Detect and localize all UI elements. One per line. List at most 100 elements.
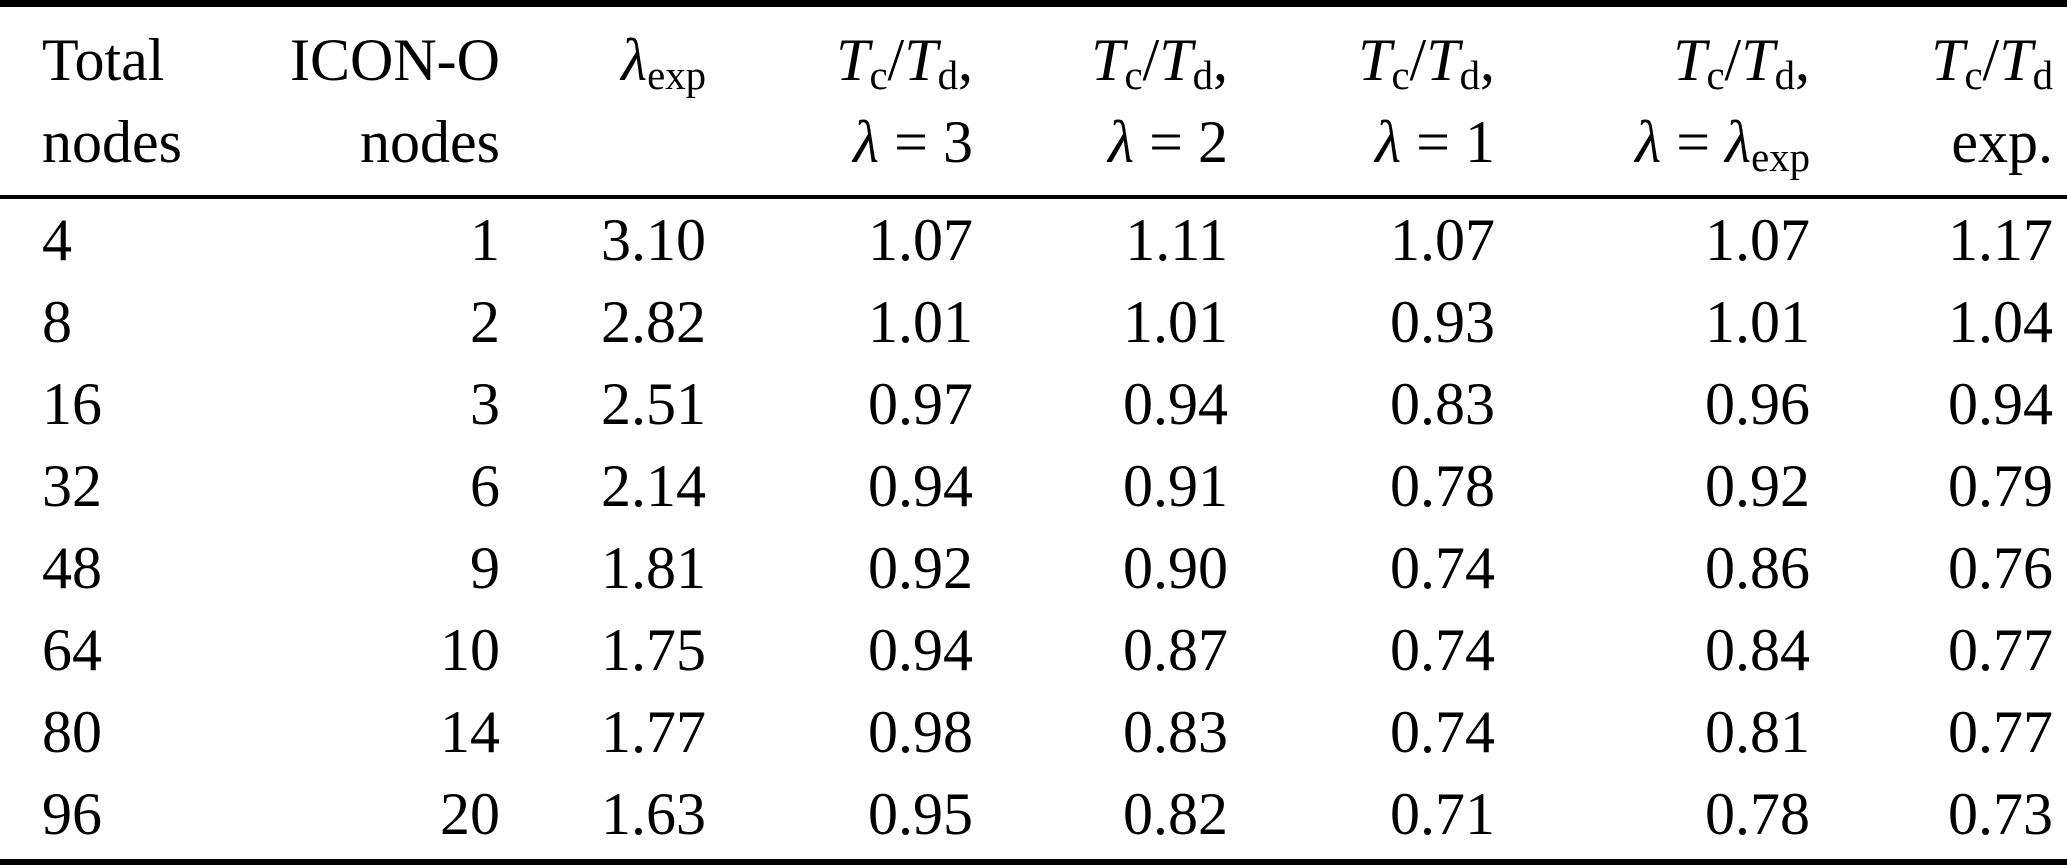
cell-icon-o-nodes: 2 xyxy=(470,288,500,355)
cell-tc-td-lambda-exp: 1.07 xyxy=(1705,206,1810,273)
header-text: λ xyxy=(621,27,648,93)
header-text: , xyxy=(958,27,973,93)
cell-tc-td-lambda-3: 1.07 xyxy=(868,206,973,273)
table-row: 16 3 2.51 0.97 0.94 0.83 0.96 0.94 xyxy=(0,363,2067,445)
header-text: / xyxy=(1724,27,1742,93)
header-subscript: d xyxy=(1192,52,1213,98)
header-line2: exp. xyxy=(1810,101,2053,183)
header-text: λ xyxy=(1375,109,1402,175)
cell-tc-td-experiment: 0.79 xyxy=(1948,452,2053,519)
cell-tc-td-experiment: 0.76 xyxy=(1948,534,2053,601)
header-subscript: d xyxy=(937,52,958,98)
cell-tc-td-lambda-2: 0.87 xyxy=(1123,616,1228,683)
header-subscript: c xyxy=(1706,52,1725,98)
cell-tc-td-experiment: 1.04 xyxy=(1948,288,2053,355)
header-text: T xyxy=(1999,27,2033,93)
cell-tc-td-lambda-1: 0.83 xyxy=(1390,370,1495,437)
header-line2: λ = 2 xyxy=(973,101,1228,183)
header-text: , xyxy=(1480,27,1495,93)
cell-tc-td-lambda-3: 0.98 xyxy=(868,698,973,765)
cell-tc-td-lambda-exp: 0.84 xyxy=(1705,616,1810,683)
header-text: T xyxy=(836,27,870,93)
column-header-total-nodes: Total nodes xyxy=(0,3,240,199)
cell-tc-td-lambda-2: 0.83 xyxy=(1123,698,1228,765)
cell-tc-td-lambda-1: 0.74 xyxy=(1390,616,1495,683)
header-line1: λexp xyxy=(500,19,706,101)
column-header-tc-td-lambda-1: Tc/Td, λ = 1 xyxy=(1228,3,1495,199)
cell-tc-td-experiment: 1.17 xyxy=(1948,206,2053,273)
table-body: 4 1 3.10 1.07 1.11 1.07 1.07 1.17 8 2 2.82 1.01 1.01… xyxy=(0,197,2067,862)
cell-total-nodes: 80 xyxy=(42,698,102,765)
header-text: / xyxy=(1142,27,1160,93)
cell-tc-td-lambda-exp: 0.96 xyxy=(1705,370,1810,437)
cell-tc-td-lambda-exp: 0.81 xyxy=(1705,698,1810,765)
header-subscript: d xyxy=(1459,52,1480,98)
cell-tc-td-experiment: 0.73 xyxy=(1948,780,2053,847)
cell-lambda-exp: 1.77 xyxy=(601,698,706,765)
header-subscript: c xyxy=(1964,52,1983,98)
cell-icon-o-nodes: 20 xyxy=(440,780,500,847)
header-line1: Total xyxy=(42,19,240,101)
cell-total-nodes: 4 xyxy=(42,206,72,273)
cell-tc-td-lambda-3: 0.94 xyxy=(868,616,973,683)
cell-lambda-exp: 3.10 xyxy=(601,206,706,273)
cell-icon-o-nodes: 9 xyxy=(470,534,500,601)
header-subscript: exp xyxy=(1751,134,1810,180)
column-header-tc-td-experiment: Tc/Td exp. xyxy=(1810,3,2067,199)
cell-total-nodes: 96 xyxy=(42,780,102,847)
cell-icon-o-nodes: 1 xyxy=(470,206,500,273)
column-header-tc-td-lambda-exp: Tc/Td, λ = λexp xyxy=(1495,3,1810,199)
header-subscript: d xyxy=(1774,52,1795,98)
cell-tc-td-lambda-1: 0.74 xyxy=(1390,534,1495,601)
header-text: = 1 xyxy=(1401,109,1495,175)
header-subscript: c xyxy=(869,52,888,98)
cell-tc-td-lambda-1: 0.74 xyxy=(1390,698,1495,765)
cell-tc-td-lambda-1: 1.07 xyxy=(1390,206,1495,273)
header-text: λ xyxy=(853,109,880,175)
header-text: Total xyxy=(42,27,165,93)
cell-tc-td-lambda-3: 1.01 xyxy=(868,288,973,355)
cell-icon-o-nodes: 3 xyxy=(470,370,500,437)
cell-tc-td-lambda-2: 0.90 xyxy=(1123,534,1228,601)
table-row: 96 20 1.63 0.95 0.82 0.71 0.78 0.73 xyxy=(0,773,2067,862)
header-text: T xyxy=(1426,27,1460,93)
cell-total-nodes: 32 xyxy=(42,452,102,519)
header-text: nodes xyxy=(360,109,500,175)
table-row: 8 2 2.82 1.01 1.01 0.93 1.01 1.04 xyxy=(0,281,2067,363)
header-text: = xyxy=(1661,109,1726,175)
cell-lambda-exp: 2.51 xyxy=(601,370,706,437)
header-subscript: exp xyxy=(647,52,706,98)
header-text: = 3 xyxy=(879,109,973,175)
header-subscript: d xyxy=(2032,52,2053,98)
header-line1: ICON-O xyxy=(240,19,500,101)
cell-lambda-exp: 1.63 xyxy=(601,780,706,847)
header-text: / xyxy=(1409,27,1427,93)
cell-tc-td-experiment: 0.77 xyxy=(1948,698,2053,765)
table-row: 48 9 1.81 0.92 0.90 0.74 0.86 0.76 xyxy=(0,527,2067,609)
cell-tc-td-experiment: 0.94 xyxy=(1948,370,2053,437)
header-text: / xyxy=(887,27,905,93)
cell-total-nodes: 64 xyxy=(42,616,102,683)
header-text: / xyxy=(1982,27,2000,93)
header-text: λ xyxy=(1108,109,1135,175)
header-line2 xyxy=(500,101,706,183)
table-row: 4 1 3.10 1.07 1.11 1.07 1.07 1.17 xyxy=(0,197,2067,281)
header-text: λ xyxy=(1725,109,1752,175)
cell-lambda-exp: 2.14 xyxy=(601,452,706,519)
table-row: 64 10 1.75 0.94 0.87 0.74 0.84 0.77 xyxy=(0,609,2067,691)
header-text: , xyxy=(1795,27,1810,93)
cell-lambda-exp: 2.82 xyxy=(601,288,706,355)
cell-tc-td-lambda-2: 0.91 xyxy=(1123,452,1228,519)
header-text: , xyxy=(1213,27,1228,93)
header-subscript: c xyxy=(1391,52,1410,98)
cell-total-nodes: 16 xyxy=(42,370,102,437)
cell-icon-o-nodes: 6 xyxy=(470,452,500,519)
header-line1: Tc/Td, xyxy=(1228,19,1495,101)
cell-tc-td-lambda-exp: 0.92 xyxy=(1705,452,1810,519)
cell-total-nodes: 8 xyxy=(42,288,72,355)
cell-tc-td-lambda-2: 1.01 xyxy=(1123,288,1228,355)
header-line2: nodes xyxy=(42,101,240,183)
header-text: nodes xyxy=(42,109,182,175)
cell-tc-td-lambda-exp: 0.78 xyxy=(1705,780,1810,847)
